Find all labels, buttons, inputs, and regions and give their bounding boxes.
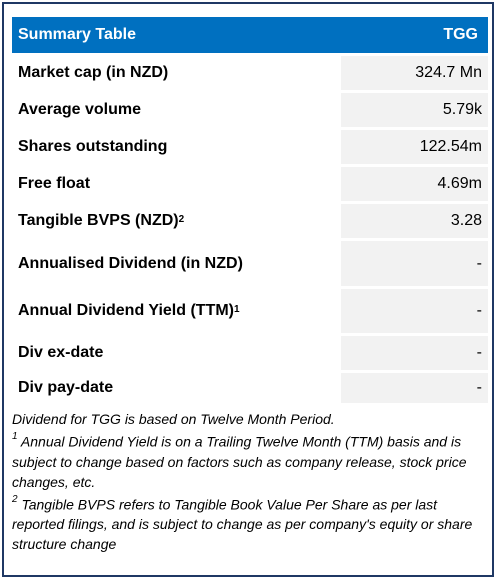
table-row-free-float: Free float 4.69m <box>12 167 488 201</box>
row-label: Div ex-date <box>18 344 104 361</box>
table-row-average-volume: Average volume 5.79k <box>12 93 488 127</box>
summary-table: Summary Table TGG Market cap (in NZD) 32… <box>12 17 488 403</box>
footnote-marker: 1 <box>12 431 18 442</box>
table-row-tangible-bvps: Tangible BVPS (NZD) 2 3.28 <box>12 204 488 238</box>
row-label: Annual Dividend Yield (TTM) 1 <box>18 302 240 319</box>
table-header: Summary Table TGG <box>12 17 488 53</box>
table-row-annualised-dividend: Annualised Dividend (in NZD) - <box>12 241 488 286</box>
row-label: Market cap (in NZD) <box>18 64 169 81</box>
footnote-marker: 2 <box>178 213 185 225</box>
row-value: - <box>341 241 488 286</box>
footnote-2-text: Tangible BVPS refers to Tangible Book Va… <box>12 496 473 553</box>
table-row-div-ex-date: Div ex-date - <box>12 336 488 370</box>
row-label: Annualised Dividend (in NZD) <box>18 254 243 272</box>
dividend-period-note: Dividend for TGG is based on Twelve Mont… <box>12 411 335 427</box>
table-row-dividend-yield: Annual Dividend Yield (TTM) 1 - <box>12 289 488 333</box>
footnote-2: 2 Tangible BVPS refers to Tangible Book … <box>12 492 488 555</box>
row-value: 3.28 <box>341 204 488 238</box>
row-value: 4.69m <box>341 167 488 201</box>
row-label: Tangible BVPS (NZD) 2 <box>18 212 185 229</box>
row-value: - <box>341 336 488 370</box>
footnote-marker: 2 <box>12 493 18 505</box>
row-label: Average volume <box>18 101 142 118</box>
row-value: - <box>341 373 488 403</box>
footnote-1-text: Annual Dividend Yield is on a Trailing T… <box>12 433 467 490</box>
footnotes: Dividend for TGG is based on Twelve Mont… <box>12 409 488 554</box>
row-value: 5.79k <box>341 93 488 127</box>
row-value: 122.54m <box>341 130 488 164</box>
summary-card: Summary Table TGG Market cap (in NZD) 32… <box>2 2 494 577</box>
row-label: Free float <box>18 175 91 192</box>
table-title: Summary Table <box>18 26 136 43</box>
row-value: - <box>341 289 488 333</box>
row-label: Div pay-date <box>18 379 114 396</box>
row-value: 324.7 Mn <box>341 56 488 90</box>
footnote-marker: 1 <box>234 303 240 315</box>
row-label: Shares outstanding <box>18 138 168 155</box>
footnote-1: 1 Annual Dividend Yield is on a Trailing… <box>12 429 488 492</box>
table-row-market-cap: Market cap (in NZD) 324.7 Mn <box>12 56 488 90</box>
ticker-label: TGG <box>443 26 478 43</box>
table-row-shares-outstanding: Shares outstanding 122.54m <box>12 130 488 164</box>
table-row-div-pay-date: Div pay-date - <box>12 373 488 403</box>
